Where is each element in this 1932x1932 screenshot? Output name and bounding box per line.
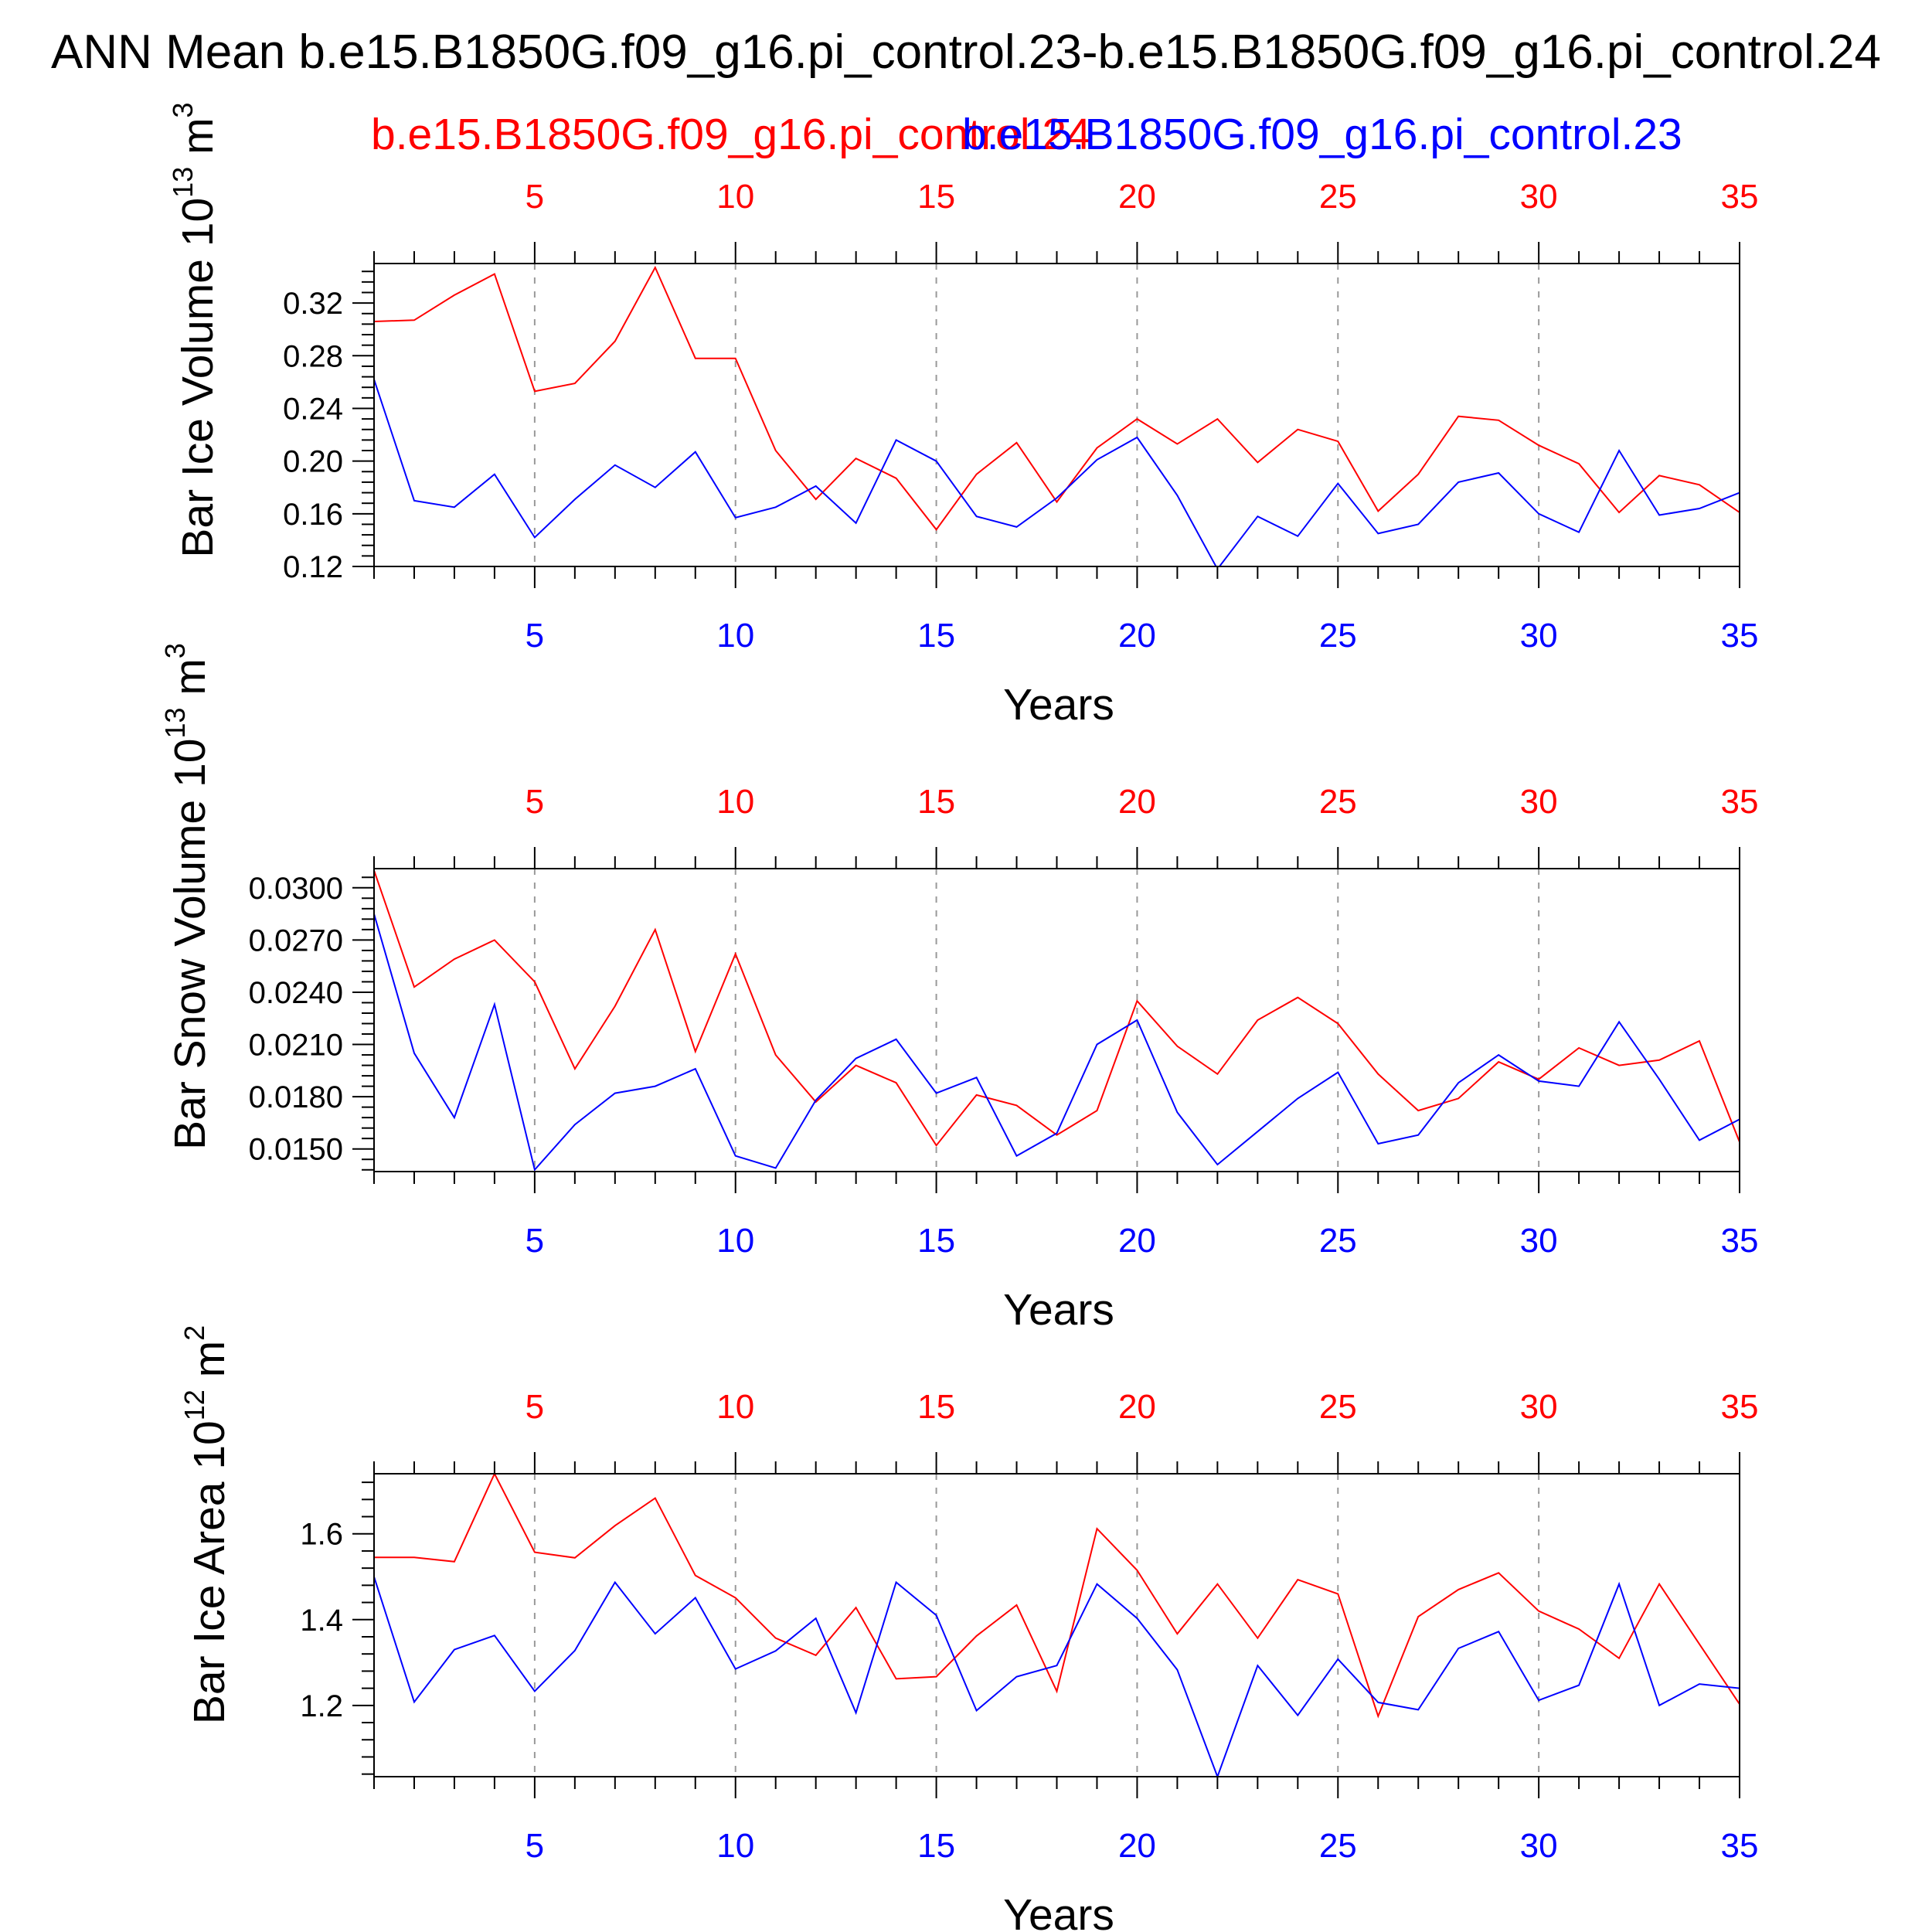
x-tick-label-bottom: 15: [917, 1827, 955, 1865]
x-tick-label-bottom: 30: [1520, 1827, 1558, 1865]
x-tick-label-top: 5: [526, 1388, 544, 1426]
x-tick-label-bottom: 10: [716, 617, 754, 655]
x-tick-label-top: 20: [1118, 178, 1156, 216]
y-tick-label: 1.6: [300, 1518, 343, 1552]
y-tick-label: 1.2: [300, 1689, 343, 1723]
series-line-blue: [374, 913, 1740, 1172]
y-tick-label: 0.12: [283, 550, 343, 584]
x-tick-label-top: 10: [716, 178, 754, 216]
chart-panel-3: 1.2 1.4 1.6 5 5 10 10 15 15 20 20 25 25 30 30 35 35 Years…: [179, 1325, 1758, 1932]
x-tick-label-top: 10: [716, 1388, 754, 1426]
plot-frame: [373, 263, 1740, 567]
series-line-blue: [374, 1576, 1740, 1777]
y-tick-label: 0.0150: [249, 1133, 343, 1167]
x-tick-label-top: 5: [526, 783, 544, 821]
x-tick-label-top: 20: [1118, 1388, 1156, 1426]
x-tick-label-bottom: 10: [716, 1827, 754, 1865]
x-tick-label-top: 25: [1319, 1388, 1357, 1426]
x-tick-label-bottom: 20: [1118, 1827, 1156, 1865]
legend-red-label: b.e15.B1850G.f09_g16.pi_control.24: [371, 110, 1091, 159]
x-axis-label: Years: [1003, 1285, 1114, 1335]
y-tick-label: 1.4: [300, 1604, 343, 1638]
chart-panels: 0.12 0.16 0.20 0.24 0.28 0.32 5 5 10 10 15 15 20 20 25…: [159, 102, 1758, 1932]
x-tick-label-bottom: 5: [526, 617, 544, 655]
x-tick-label-top: 30: [1520, 178, 1558, 216]
y-tick-label: 0.0210: [249, 1029, 343, 1063]
y-tick-label: 0.0300: [249, 872, 343, 906]
x-tick-label-top: 15: [917, 178, 955, 216]
y-tick-label: 0.0240: [249, 976, 343, 1010]
x-tick-label-bottom: 35: [1721, 1827, 1759, 1865]
chart-panel-2: 0.0150 0.0180 0.0210 0.0240 0.0270 0.0300 5 5 10…: [159, 643, 1758, 1335]
x-tick-label-top: 35: [1721, 783, 1759, 821]
y-tick-label: 0.20: [283, 445, 343, 479]
x-tick-label-bottom: 25: [1319, 1222, 1357, 1260]
plot-frame: [373, 1473, 1740, 1777]
x-tick-label-bottom: 35: [1721, 617, 1759, 655]
series-line-red: [374, 1474, 1740, 1719]
x-tick-label-bottom: 15: [917, 1222, 955, 1260]
x-tick-label-top: 15: [917, 783, 955, 821]
x-tick-label-top: 25: [1319, 783, 1357, 821]
x-tick-label-top: 35: [1721, 178, 1759, 216]
x-tick-label-bottom: 30: [1520, 1222, 1558, 1260]
x-tick-label-top: 35: [1721, 1388, 1759, 1426]
x-tick-label-top: 30: [1520, 1388, 1558, 1426]
x-tick-label-bottom: 5: [526, 1222, 544, 1260]
x-tick-label-bottom: 30: [1520, 617, 1558, 655]
series-line-red: [374, 265, 1740, 531]
x-axis-label: Years: [1003, 680, 1114, 730]
x-tick-label-top: 10: [716, 783, 754, 821]
x-tick-label-bottom: 5: [526, 1827, 544, 1865]
series-line-blue: [374, 379, 1740, 566]
x-tick-label-top: 20: [1118, 783, 1156, 821]
y-tick-label: 0.28: [283, 339, 343, 373]
x-tick-label-bottom: 20: [1118, 1222, 1156, 1260]
x-axis-label: Years: [1003, 1890, 1114, 1932]
y-axis-label: Bar Ice Area 1012 m2: [179, 1325, 234, 1724]
x-tick-label-bottom: 25: [1319, 1827, 1357, 1865]
y-tick-label: 0.0270: [249, 923, 343, 957]
x-tick-label-bottom: 20: [1118, 617, 1156, 655]
x-tick-label-bottom: 25: [1319, 617, 1357, 655]
y-axis-label: Bar Ice Volume 1013 m3: [167, 102, 223, 557]
plot-frame: [373, 868, 1740, 1172]
y-tick-label: 0.0180: [249, 1080, 343, 1114]
x-tick-label-top: 25: [1319, 178, 1357, 216]
y-tick-label: 0.24: [283, 392, 343, 426]
x-tick-label-top: 5: [526, 178, 544, 216]
y-tick-label: 0.32: [283, 287, 343, 321]
x-tick-label-bottom: 35: [1721, 1222, 1759, 1260]
y-tick-label: 0.16: [283, 498, 343, 532]
y-axis-label: Bar Snow Volume 1013 m3: [159, 643, 215, 1150]
x-tick-label-bottom: 15: [917, 617, 955, 655]
chart-panel-1: 0.12 0.16 0.20 0.24 0.28 0.32 5 5 10 10 15 15 20 20 25…: [167, 102, 1758, 730]
x-tick-label-top: 30: [1520, 783, 1558, 821]
x-tick-label-top: 15: [917, 1388, 955, 1426]
figure-title: ANN Mean b.e15.B1850G.f09_g16.pi_control…: [51, 26, 1881, 79]
series-line-red: [374, 869, 1740, 1147]
legend-blue-label: b.e15.B1850G.f09_g16.pi_control.23: [962, 110, 1682, 159]
x-tick-label-bottom: 10: [716, 1222, 754, 1260]
